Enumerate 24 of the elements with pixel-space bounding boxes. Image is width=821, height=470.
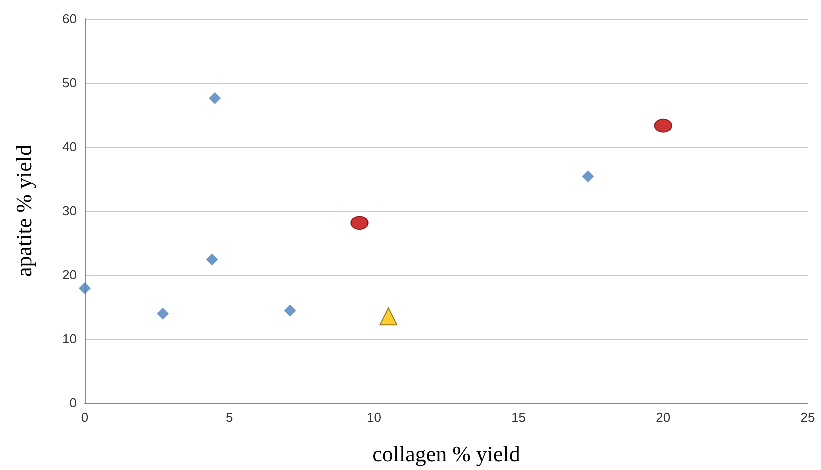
x-tick-label: 0 [81, 410, 89, 425]
x-axis-title: collagen % yield [372, 442, 520, 466]
x-tick-label: 10 [366, 410, 382, 425]
x-tick-label: 25 [800, 410, 816, 425]
point [209, 92, 222, 104]
x-tick-label: 5 [226, 410, 234, 425]
y-tick-label: 0 [70, 396, 77, 410]
point [582, 170, 594, 182]
y-axis-title: apatite % yield [12, 145, 36, 277]
y-tick-label: 50 [62, 76, 77, 90]
y-tick-label: 40 [62, 140, 77, 154]
x-tick-label: 20 [656, 410, 671, 425]
point [380, 308, 398, 326]
point [79, 282, 91, 294]
y-tick-label: 10 [62, 332, 77, 346]
y-tick-label: 30 [62, 204, 77, 218]
point [350, 216, 369, 230]
point [206, 254, 218, 266]
y-tick-label: 60 [62, 12, 77, 26]
point [157, 308, 170, 320]
y-tick-label: 20 [62, 268, 77, 282]
point [284, 304, 296, 317]
point [654, 118, 672, 133]
x-tick-label: 15 [512, 410, 526, 425]
